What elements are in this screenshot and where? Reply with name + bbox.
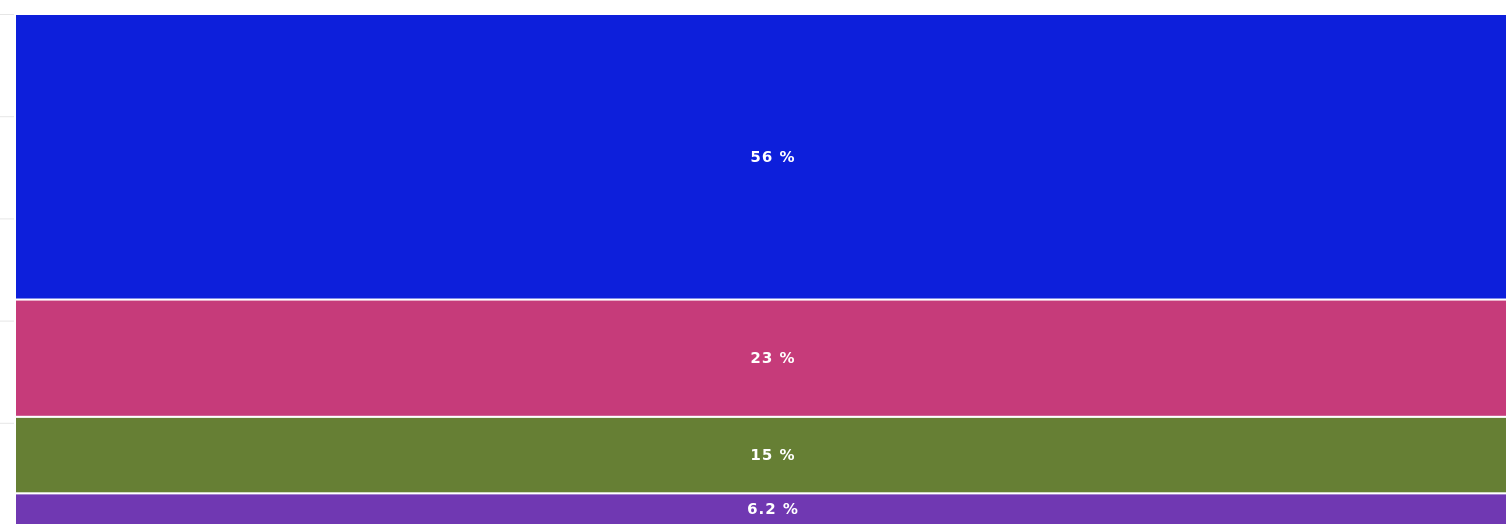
bar-layer	[14, 13, 1507, 525]
grid-layer	[0, 14, 15, 424]
segment-label-2: 15 %	[750, 446, 795, 464]
segment-label-3: 6.2 %	[747, 500, 799, 518]
bar-segment-0[interactable]	[14, 13, 1507, 301]
label-layer: 56 % 23 % 15 % 6.2 %	[747, 148, 799, 518]
bar-segment-3[interactable]	[14, 492, 1507, 525]
segment-label-0: 56 %	[750, 148, 795, 166]
bar-segment-1[interactable]	[14, 298, 1507, 418]
bar-segment-2[interactable]	[14, 415, 1507, 495]
segment-label-1: 23 %	[750, 349, 795, 367]
